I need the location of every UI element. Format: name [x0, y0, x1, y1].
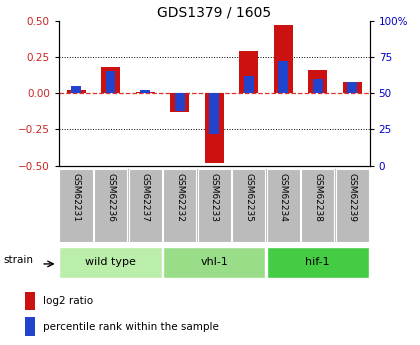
Bar	[136, 92, 155, 93]
Text: wild type: wild type	[85, 257, 136, 267]
Bar	[274, 25, 293, 93]
Bar	[129, 169, 162, 241]
Text: GSM62237: GSM62237	[141, 172, 150, 222]
Text: GSM62233: GSM62233	[210, 172, 219, 222]
Bar	[343, 81, 362, 93]
Bar	[106, 71, 116, 93]
Bar	[94, 169, 127, 241]
Text: GSM62234: GSM62234	[279, 172, 288, 221]
Text: percentile rank within the sample: percentile rank within the sample	[43, 322, 218, 332]
Bar	[239, 51, 258, 93]
Text: GSM62231: GSM62231	[71, 172, 81, 222]
Bar	[267, 169, 300, 241]
Bar	[24, 292, 34, 310]
Bar	[336, 169, 369, 241]
Text: GSM62236: GSM62236	[106, 172, 115, 222]
Bar	[205, 93, 224, 163]
Bar	[140, 90, 150, 93]
Bar	[232, 169, 265, 241]
Bar	[71, 86, 81, 93]
Text: strain: strain	[3, 256, 33, 265]
Bar	[198, 169, 231, 241]
Bar	[308, 70, 327, 93]
Bar	[347, 81, 357, 93]
Bar	[278, 61, 288, 93]
Bar	[175, 93, 184, 110]
Bar	[301, 169, 334, 241]
Bar	[244, 76, 254, 93]
Bar	[66, 90, 86, 93]
Text: log2 ratio: log2 ratio	[43, 296, 93, 306]
Bar	[313, 79, 323, 93]
Text: GSM62239: GSM62239	[348, 172, 357, 222]
Text: hif-1: hif-1	[305, 257, 330, 267]
Bar	[60, 169, 93, 241]
Bar	[163, 169, 196, 241]
Text: GSM62238: GSM62238	[313, 172, 322, 222]
Bar	[209, 93, 219, 134]
Text: vhl-1: vhl-1	[200, 257, 228, 267]
Text: GSM62235: GSM62235	[244, 172, 253, 222]
Text: GSM62232: GSM62232	[175, 172, 184, 221]
Bar	[163, 247, 265, 278]
Bar	[170, 93, 189, 112]
Bar	[24, 317, 34, 335]
Title: GDS1379 / 1605: GDS1379 / 1605	[157, 6, 271, 20]
Bar	[101, 67, 120, 93]
Bar	[60, 247, 162, 278]
Bar	[267, 247, 369, 278]
